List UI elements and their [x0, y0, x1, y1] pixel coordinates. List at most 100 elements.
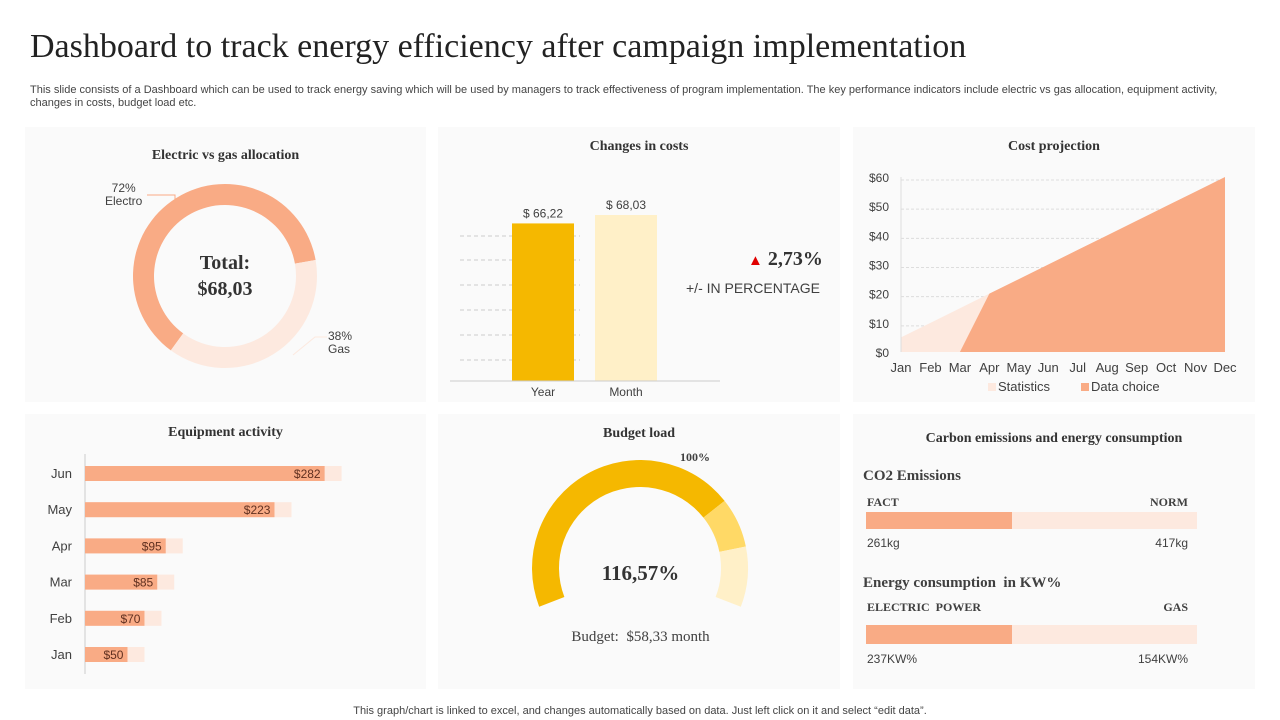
y-tick-label: $40: [869, 229, 889, 243]
change-value: 2,73%: [767, 248, 823, 270]
y-tick-label: $50: [869, 200, 889, 214]
y-tick-label: $60: [869, 171, 889, 185]
panel-title: Cost projection: [1008, 139, 1100, 154]
electric-vs-gas-panel: Electric vs gas allocation 72% Electro 3…: [25, 127, 426, 402]
gauge-used: [532, 460, 725, 607]
donut-chart: [133, 184, 327, 369]
y-tick-label: $10: [869, 317, 889, 331]
gauge-marker-label: 100%: [680, 450, 710, 464]
panel-title: Budget load: [603, 426, 675, 441]
category-label: Month: [609, 385, 642, 399]
area-data-choice: [901, 177, 1225, 352]
total-label: Total:: [199, 252, 251, 274]
panel-title: Carbon emissions and energy consumption: [925, 431, 1183, 446]
x-tick-label: Jul: [1069, 360, 1086, 375]
cost-projection-panel: Cost projection $0 $10 $20 $30 $40 $50 $60 Jan F…: [853, 127, 1255, 402]
changes-in-costs-panel: Changes in costs $ 66,22 Year $ 68,03 Month…: [438, 127, 840, 402]
x-tick-label: Mar: [949, 360, 972, 375]
electric-power-label: ELECTRIC POWER: [867, 600, 982, 614]
costs-bar-chart: $ 66,22 Year $ 68,03 Month: [450, 198, 720, 399]
y-tick-label: $0: [876, 346, 890, 360]
x-tick-label: Jan: [891, 360, 912, 375]
category-label: May: [47, 502, 72, 517]
bar-label: $70: [120, 612, 140, 626]
y-tick-label: $20: [869, 288, 889, 302]
category-label: Year: [531, 385, 555, 399]
co2-progress-fill: [866, 512, 1012, 529]
gas-label: Gas: [328, 342, 351, 356]
bar-label: $50: [103, 648, 123, 662]
x-tick-label: Sep: [1125, 360, 1148, 375]
electro-label: Electro: [105, 194, 143, 208]
bar-label: $ 66,22: [523, 206, 563, 220]
area-statistics: [901, 293, 990, 352]
category-label: Jan: [51, 647, 72, 662]
bar-year: [512, 223, 574, 381]
bar-month: [595, 215, 657, 381]
bar-may: [85, 502, 275, 518]
bar-apr: [85, 538, 166, 554]
y-tick-label: $30: [869, 259, 889, 273]
bar-label: $85: [133, 576, 153, 590]
co2-fact-value: 261kg: [867, 536, 900, 550]
co2-progress-bar: [866, 512, 1197, 529]
co2-norm-value: 417kg: [1155, 536, 1188, 550]
x-tick-label: May: [1007, 360, 1032, 375]
energy-progress-bar: [866, 625, 1197, 644]
energy-heading: Energy consumption in KW%: [863, 575, 1062, 591]
electro-pct: 72%: [111, 181, 136, 195]
x-tick-label: Nov: [1184, 360, 1208, 375]
panel-title: Electric vs gas allocation: [151, 148, 300, 163]
change-label: +/- IN PERCENTAGE: [686, 280, 820, 296]
legend-swatch: [988, 383, 996, 391]
carbon-panel: Carbon emissions and energy consumption …: [853, 414, 1255, 689]
equipment-bar-chart: $282 Jun $223 May $95 Apr $85 Mar $70 Feb $50 Jan: [47, 454, 342, 674]
panel-title: Equipment activity: [168, 425, 283, 440]
electro-leader-line: [147, 194, 176, 205]
gas-label: GAS: [1163, 600, 1188, 614]
x-tick-label: Aug: [1096, 360, 1119, 375]
legend-label: Data choice: [1091, 379, 1160, 394]
bar-label: $223: [244, 503, 271, 517]
gas-value: 154KW%: [1137, 652, 1188, 666]
legend-label: Statistics: [998, 379, 1051, 394]
budget-label: Budget: $58,33 month: [571, 629, 710, 645]
gas-slice: [170, 260, 317, 369]
bar-jun: [85, 466, 325, 481]
electric-value: 237KW%: [867, 652, 918, 666]
bar-jan: [85, 647, 128, 662]
bar-label: $282: [294, 467, 321, 481]
legend-swatch: [1081, 383, 1089, 391]
gas-leader-line: [292, 336, 327, 356]
panel-title: Changes in costs: [589, 139, 689, 154]
bar-feb: [85, 610, 145, 626]
x-tick-label: Apr: [979, 360, 1000, 375]
category-label: Jun: [51, 466, 72, 481]
gas-pct: 38%: [328, 329, 353, 343]
energy-progress-fill: [866, 625, 1012, 644]
gauge-value: 116,57%: [601, 561, 680, 585]
triangle-up-icon: ▲: [748, 253, 763, 269]
bar-mar: [85, 574, 158, 590]
co2-norm-label: NORM: [1150, 495, 1188, 509]
category-label: Mar: [50, 575, 73, 590]
category-label: Feb: [50, 611, 72, 626]
page-title: Dashboard to track energy efficiency aft…: [30, 28, 967, 65]
x-tick-label: Dec: [1213, 360, 1237, 375]
bar-label: $ 68,03: [606, 198, 646, 212]
footer-note: This graph/chart is linked to excel, and…: [353, 705, 927, 717]
page-description: This slide consists of a Dashboard which…: [30, 84, 1218, 109]
x-tick-label: Jun: [1038, 360, 1059, 375]
total-value: $68,03: [197, 278, 253, 300]
co2-heading: CO2 Emissions: [863, 468, 961, 484]
cost-projection-chart: $0 $10 $20 $30 $40 $50 $60 Jan Feb Mar Apr May Jun Ju…: [869, 171, 1237, 394]
gauge-remaining: [715, 546, 748, 607]
x-tick-label: Oct: [1156, 360, 1177, 375]
category-label: Apr: [52, 538, 73, 553]
budget-gauge: [532, 460, 748, 607]
bar-label: $95: [142, 539, 162, 553]
co2-fact-label: FACT: [867, 495, 899, 509]
budget-load-panel: Budget load 100% 116,57% Budget: $58,33 …: [438, 414, 840, 689]
x-tick-label: Feb: [919, 360, 941, 375]
equipment-activity-panel: Equipment activity $282 Jun $223 May $95 Apr $…: [25, 414, 426, 689]
